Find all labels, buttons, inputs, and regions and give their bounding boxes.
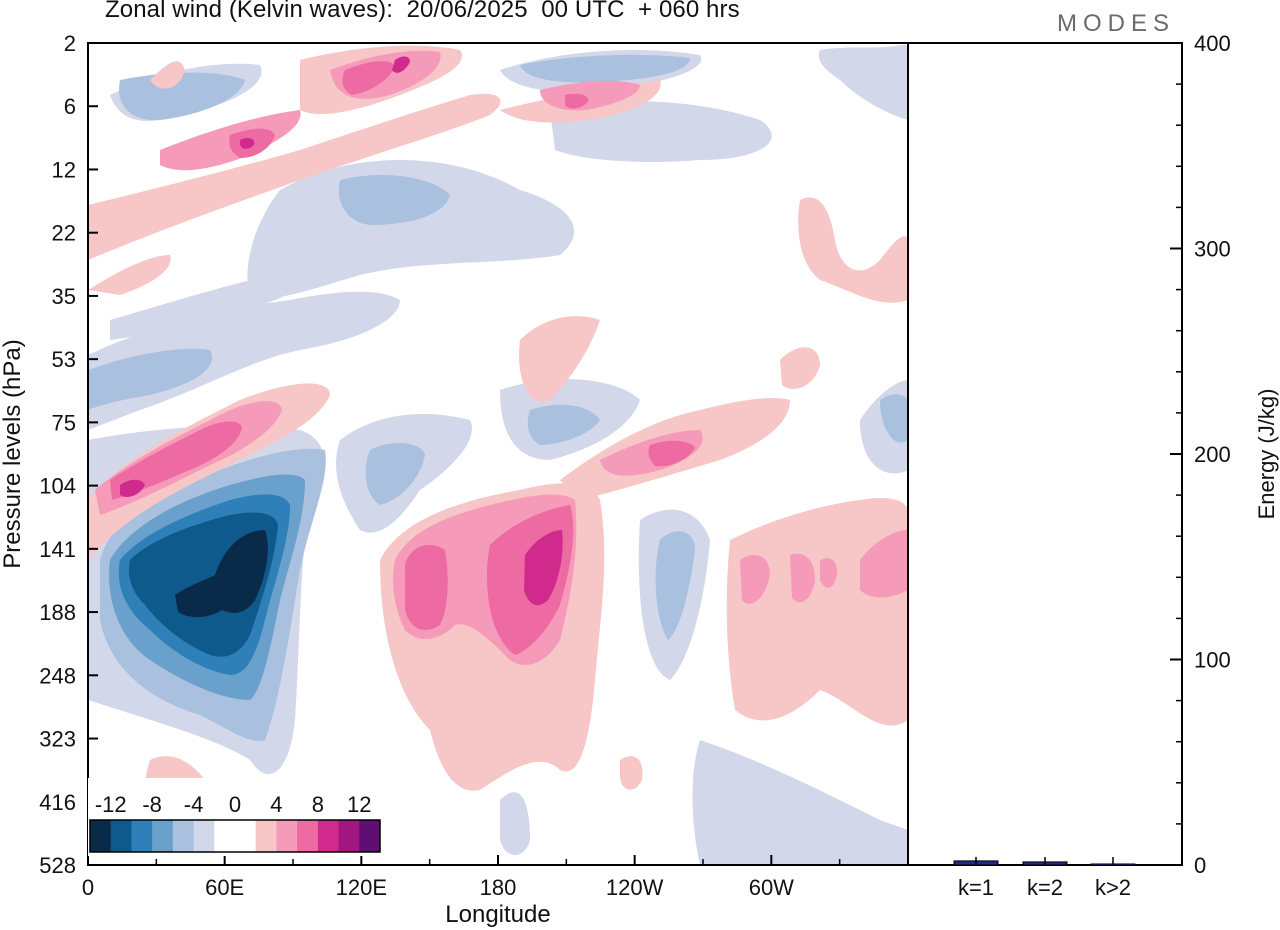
colorbar-swatch <box>152 820 174 852</box>
colorbar-swatch <box>214 820 236 852</box>
colorbar-label: -8 <box>142 792 162 817</box>
y-axis-label: Pressure levels (hPa) <box>0 339 26 568</box>
energy-plot-frame <box>907 42 1183 866</box>
colorbar-swatch <box>297 820 319 852</box>
chart-title: Zonal wind (Kelvin waves): 20/06/2025 00… <box>105 0 740 23</box>
colorbar-swatch <box>90 820 112 852</box>
colorbar-swatch <box>276 820 298 852</box>
y-tick-label: 12 <box>52 157 76 182</box>
x-tick-label: 0 <box>82 875 94 900</box>
colorbar-label: -12 <box>95 792 127 817</box>
colorbar: -12 -8 -4 0 4 8 12 <box>88 778 382 856</box>
y-tick-label: 141 <box>39 537 76 562</box>
heatmap-field <box>88 45 908 865</box>
colorbar-swatch <box>338 820 360 852</box>
colorbar-label: 0 <box>229 792 241 817</box>
colorbar-frame <box>89 819 381 853</box>
x-tick-label: 120W <box>606 875 664 900</box>
x-tick-label: 60W <box>749 875 794 900</box>
colorbar-label: -4 <box>184 792 204 817</box>
colorbar-label: 12 <box>347 792 371 817</box>
colorbar-swatch <box>235 820 257 852</box>
energy-tick-label: 300 <box>1194 237 1231 262</box>
energy-tick-label: 200 <box>1194 442 1231 467</box>
y-tick-label: 104 <box>39 474 76 499</box>
energy-tick-label: 400 <box>1194 31 1231 56</box>
energy-category-label: k=2 <box>1027 875 1063 900</box>
y-tick-label: 6 <box>64 94 76 119</box>
x-tick-label: 180 <box>480 875 517 900</box>
y-tick-label: 416 <box>39 790 76 815</box>
y-tick-label: 2 <box>64 31 76 56</box>
colorbar-label: 8 <box>312 792 324 817</box>
energy-tick-label: 0 <box>1194 853 1206 878</box>
y-tick-label: 248 <box>39 663 76 688</box>
energy-category-label: k=1 <box>958 875 994 900</box>
energy-axis-ticks: 0 100 200 300 400 <box>1170 31 1231 878</box>
energy-category-label: k>2 <box>1095 875 1131 900</box>
modes-logo: MODES <box>1057 10 1176 37</box>
colorbar-swatch <box>131 820 153 852</box>
x-axis-ticks: 0 60E 120E 180 120W 60W <box>82 855 841 900</box>
colorbar-swatch <box>317 820 340 852</box>
energy-bars: k=1 k=2 k>2 <box>953 857 1136 900</box>
y-tick-label: 75 <box>52 410 76 435</box>
y-tick-label: 188 <box>39 600 76 625</box>
x-tick-label: 60E <box>205 875 244 900</box>
energy-axis-label: Energy (J/kg) <box>1254 389 1279 520</box>
y-tick-label: 22 <box>52 221 76 246</box>
y-axis-ticks: 2 6 12 22 35 53 75 104 141 188 248 323 416 528 <box>39 31 98 878</box>
energy-tick-label: 100 <box>1194 648 1231 673</box>
colorbar-swatch <box>172 820 195 852</box>
y-tick-label: 528 <box>39 853 76 878</box>
y-tick-label: 53 <box>52 347 76 372</box>
x-tick-label: 120E <box>336 875 387 900</box>
colorbar-swatch <box>255 820 277 852</box>
colorbar-label: 4 <box>270 792 282 817</box>
colorbar-swatch <box>110 820 132 852</box>
colorbar-swatch <box>359 820 381 852</box>
y-tick-label: 323 <box>39 727 76 752</box>
x-axis-label: Longitude <box>445 901 550 928</box>
colorbar-swatch <box>193 820 215 852</box>
y-tick-label: 35 <box>52 284 76 309</box>
